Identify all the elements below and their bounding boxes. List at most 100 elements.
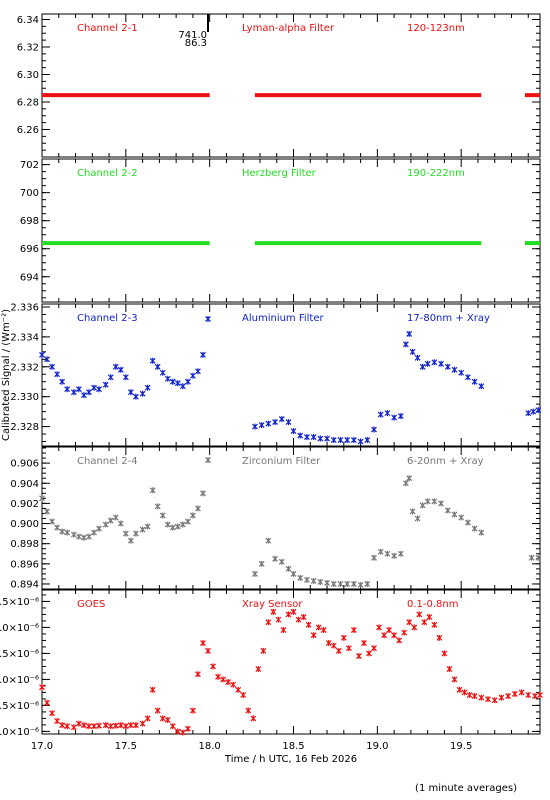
data-point <box>491 697 498 704</box>
data-point <box>96 525 102 532</box>
data-point <box>511 690 518 697</box>
x-tick-label: 17.5 <box>115 741 137 752</box>
data-point <box>391 414 398 421</box>
data-point <box>278 416 285 423</box>
panel-frame <box>41 158 541 303</box>
panel-2: 694 696 698 700 702 Channel 2-2 Herzberg Filte… <box>20 158 541 303</box>
data-point <box>179 729 186 736</box>
data-point <box>49 710 55 717</box>
data-point <box>315 624 322 631</box>
data-point <box>112 363 119 370</box>
data-point <box>174 380 181 387</box>
data-point <box>54 524 61 531</box>
y-tick-label: 0.894 <box>10 579 39 590</box>
data-point <box>195 671 201 678</box>
data-point <box>127 389 134 396</box>
data-point <box>154 503 161 510</box>
panel-frame <box>41 303 541 447</box>
data-point <box>127 722 134 729</box>
data-point <box>444 363 451 370</box>
data-point <box>174 523 181 530</box>
data-point <box>525 692 532 699</box>
data-point <box>290 608 297 615</box>
y-tick-label: 700 <box>20 188 39 199</box>
data-point <box>458 369 465 376</box>
panel-3: 2.328 2.330 2.332 2.334 2.336 Channel 2-3 Alum… <box>10 302 542 447</box>
data-point <box>414 515 421 522</box>
data-point <box>122 723 129 730</box>
data-point <box>179 521 186 528</box>
data-point <box>184 725 191 732</box>
data-point <box>44 699 50 706</box>
filter-label: Herzberg Filter <box>242 168 317 179</box>
data-point <box>80 392 87 399</box>
y-tick-label: 6.30 <box>17 70 39 81</box>
data-point <box>391 632 398 639</box>
y-tick-label: 702 <box>20 160 39 171</box>
data-point <box>75 533 82 540</box>
data-point <box>200 490 206 497</box>
data-point <box>436 634 443 641</box>
panel-frame <box>41 589 541 735</box>
data-point <box>240 692 247 699</box>
data-point <box>80 534 87 541</box>
data-point <box>304 434 310 441</box>
data-point <box>107 723 114 730</box>
data-point <box>164 521 171 528</box>
data-point <box>54 718 61 725</box>
y-tick-label: 2.334 <box>10 332 39 343</box>
data-point <box>409 348 416 355</box>
x-axis-label: Time / h UTC, 16 Feb 2026 <box>224 754 357 765</box>
data-point <box>350 580 357 587</box>
data-point <box>518 689 525 696</box>
data-point <box>320 627 327 634</box>
y-tick-label: 7.5×10⁻⁶ <box>0 597 39 608</box>
data-point <box>458 514 465 521</box>
data-point <box>345 645 352 652</box>
data-point <box>371 426 377 433</box>
channel-label: Channel 2-2 <box>77 168 138 179</box>
data-point <box>44 356 50 363</box>
data-point <box>132 393 139 400</box>
data-point <box>245 707 252 714</box>
data-point <box>381 632 387 639</box>
data-point <box>330 580 337 587</box>
data-point <box>364 580 371 587</box>
y-tick-label: 2.332 <box>10 362 39 373</box>
data-point <box>441 650 448 657</box>
data-point <box>275 616 282 623</box>
data-point <box>75 386 82 393</box>
data-point <box>424 498 431 505</box>
data-point <box>317 435 324 442</box>
data-point <box>464 374 471 381</box>
data-point <box>91 529 97 536</box>
data-point <box>235 686 242 693</box>
y-tick-label: 0.904 <box>10 479 39 490</box>
data-point <box>54 371 61 378</box>
data-point <box>426 614 433 621</box>
data-point <box>75 720 82 727</box>
x-tick-label: 19.5 <box>450 741 472 752</box>
y-tick-label: 7.0×10⁻⁶ <box>0 623 39 634</box>
data-point <box>350 627 357 634</box>
y-tick-label: 2.330 <box>10 392 39 403</box>
data-point <box>159 369 166 376</box>
y-tick-label: 2.336 <box>10 302 39 313</box>
data-point <box>96 722 102 729</box>
data-point <box>252 570 258 577</box>
band-label: 190-222nm <box>407 168 465 179</box>
y-tick-label: 6.34 <box>17 15 39 26</box>
data-point <box>86 533 92 540</box>
data-point <box>471 525 478 532</box>
data-point <box>144 715 151 722</box>
data-point <box>456 686 463 693</box>
data-point <box>419 502 426 509</box>
data-point <box>532 693 538 700</box>
data-point <box>471 693 478 700</box>
data-point <box>49 363 55 370</box>
data-point <box>444 507 451 514</box>
y-tick-label: 6.32 <box>17 43 39 54</box>
data-point <box>431 498 438 505</box>
data-point <box>414 354 421 361</box>
y-tick-label: 6.5×10⁻⁶ <box>0 649 39 660</box>
